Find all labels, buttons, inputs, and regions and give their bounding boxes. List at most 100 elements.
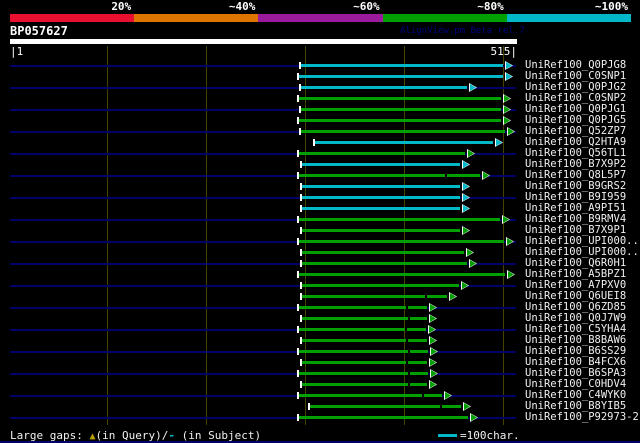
hit-bar[interactable] — [299, 350, 428, 353]
hit-row: UniRef100_Q6R0H1 — [0, 258, 640, 269]
hit-start-tick — [300, 194, 302, 201]
hit-bar[interactable] — [299, 218, 500, 221]
hit-label[interactable]: UniRef100_A9PI51 — [525, 202, 627, 214]
hit-bar[interactable] — [299, 75, 503, 78]
hit-bar[interactable] — [302, 163, 460, 166]
hit-bar[interactable] — [302, 383, 427, 386]
hit-bar[interactable] — [301, 64, 503, 67]
hit-label[interactable]: UniRef100_C5YHA4 — [525, 323, 627, 335]
hit-row: UniRef100_B7X9P2 — [0, 159, 640, 170]
hit-start-tick — [297, 392, 299, 399]
hit-label[interactable]: UniRef100_A7PXV0 — [525, 279, 627, 291]
hit-label[interactable]: UniRef100_UPI000.. — [525, 246, 639, 258]
hit-row: UniRef100_C0SNP1 — [0, 71, 640, 82]
hit-bar[interactable] — [299, 97, 501, 100]
hit-label[interactable]: UniRef100_Q0J7W9 — [525, 312, 627, 324]
hit-bar[interactable] — [299, 394, 442, 397]
hit-label[interactable]: UniRef100_B8BAW6 — [525, 334, 627, 346]
hit-bar[interactable] — [301, 86, 467, 89]
hit-label[interactable]: UniRef100_B7X9P1 — [525, 224, 627, 236]
hit-label[interactable]: UniRef100_Q8L5P7 — [525, 169, 627, 181]
scale-segment — [134, 14, 259, 22]
hit-label[interactable]: UniRef100_B9RMV4 — [525, 213, 627, 225]
gaps-legend-suffix: (in Subject) — [175, 429, 262, 442]
hit-arrow-icon — [495, 138, 503, 147]
hit-label[interactable]: UniRef100_Q56TL1 — [525, 147, 627, 159]
hit-bar[interactable] — [302, 361, 427, 364]
hit-label[interactable]: UniRef100_Q6ZD85 — [525, 301, 627, 313]
hit-arrow-fill — [430, 381, 436, 388]
hit-bar[interactable] — [299, 306, 427, 309]
hit-start-tick — [300, 315, 302, 322]
hit-row: UniRef100_Q0J7W9 — [0, 313, 640, 324]
hit-bar[interactable] — [301, 130, 505, 133]
hit-label[interactable]: UniRef100_B9GRS2 — [525, 180, 627, 192]
hit-start-tick — [300, 227, 302, 234]
gaps-legend: Large gaps: ▲(in Query)/- (in Subject) — [10, 429, 261, 443]
hit-label[interactable]: UniRef100_P92973-2 — [525, 411, 639, 423]
hit-bar[interactable] — [302, 339, 427, 342]
hit-bar[interactable] — [299, 273, 505, 276]
hit-bar[interactable] — [299, 152, 465, 155]
hit-arrow-icon — [469, 83, 477, 92]
hit-bar[interactable] — [302, 251, 464, 254]
hit-start-tick — [297, 172, 299, 179]
hit-label[interactable]: UniRef100_B8YIB5 — [525, 400, 627, 412]
hit-label[interactable]: UniRef100_B9I959 — [525, 191, 627, 203]
hit-start-tick — [299, 84, 301, 91]
hit-label[interactable]: UniRef100_Q2HTA9 — [525, 136, 627, 148]
hit-row: UniRef100_Q52ZP7 — [0, 126, 640, 137]
hit-bar[interactable] — [299, 240, 504, 243]
hit-row: UniRef100_B9GRS2 — [0, 181, 640, 192]
hit-label[interactable]: UniRef100_B7X9P2 — [525, 158, 627, 170]
hit-label[interactable]: UniRef100_C0HDV4 — [525, 378, 627, 390]
hit-label[interactable]: UniRef100_Q6R0H1 — [525, 257, 627, 269]
hit-bar[interactable] — [302, 317, 427, 320]
hit-arrow-icon — [429, 380, 437, 389]
hit-bar[interactable] — [302, 196, 460, 199]
hit-bar[interactable] — [310, 405, 461, 408]
hit-label[interactable]: UniRef100_Q0PJG2 — [525, 81, 627, 93]
hit-bar[interactable] — [299, 119, 501, 122]
hit-label[interactable]: UniRef100_Q0PJG1 — [525, 103, 627, 115]
hit-bar[interactable] — [301, 108, 501, 111]
row-guide-line — [10, 109, 516, 111]
hit-label[interactable]: UniRef100_B4FCX6 — [525, 356, 627, 368]
hit-bar[interactable] — [302, 207, 460, 210]
hit-bar[interactable] — [302, 185, 460, 188]
hit-arrow-fill — [445, 392, 451, 399]
hit-label[interactable]: UniRef100_B6SPA3 — [525, 367, 627, 379]
hit-arrow-icon — [430, 347, 438, 356]
hit-arrow-fill — [506, 73, 512, 80]
query-gap-triangle-icon: ▲ — [89, 431, 96, 442]
hit-bar[interactable] — [302, 284, 459, 287]
hit-label[interactable]: UniRef100_C4WYK0 — [525, 389, 627, 401]
hit-bar[interactable] — [299, 174, 480, 177]
hit-arrow-fill — [496, 139, 502, 146]
hit-bar[interactable] — [299, 328, 426, 331]
hit-bar[interactable] — [299, 372, 428, 375]
hit-arrow-fill — [463, 183, 469, 190]
hit-bar[interactable] — [302, 262, 467, 265]
hit-label[interactable]: UniRef100_Q52ZP7 — [525, 125, 627, 137]
hit-label[interactable]: UniRef100_Q0PJG8 — [525, 59, 627, 71]
hit-bar[interactable] — [299, 416, 468, 419]
hit-row: UniRef100_A9PI51 — [0, 203, 640, 214]
hit-label[interactable]: UniRef100_Q0PJG5 — [525, 114, 627, 126]
hit-bar[interactable] — [302, 295, 447, 298]
hit-label[interactable]: UniRef100_UPI000.. — [525, 235, 639, 247]
row-guide-line — [10, 153, 516, 155]
hit-bar[interactable] — [302, 229, 460, 232]
hit-bar[interactable] — [315, 141, 493, 144]
hit-row: UniRef100_B9I959 — [0, 192, 640, 203]
hit-label[interactable]: UniRef100_Q6UEI8 — [525, 290, 627, 302]
query-id-label: BP057627 — [10, 24, 68, 38]
hit-row: UniRef100_Q6UEI8 — [0, 291, 640, 302]
hit-label[interactable]: UniRef100_A5BPZ1 — [525, 268, 627, 280]
hit-start-tick — [300, 282, 302, 289]
hit-start-tick — [297, 271, 299, 278]
hit-label[interactable]: UniRef100_B6SS29 — [525, 345, 627, 357]
gap-notch — [440, 404, 442, 409]
hit-label[interactable]: UniRef100_C0SNP2 — [525, 92, 627, 104]
hit-label[interactable]: UniRef100_C0SNP1 — [525, 70, 627, 82]
